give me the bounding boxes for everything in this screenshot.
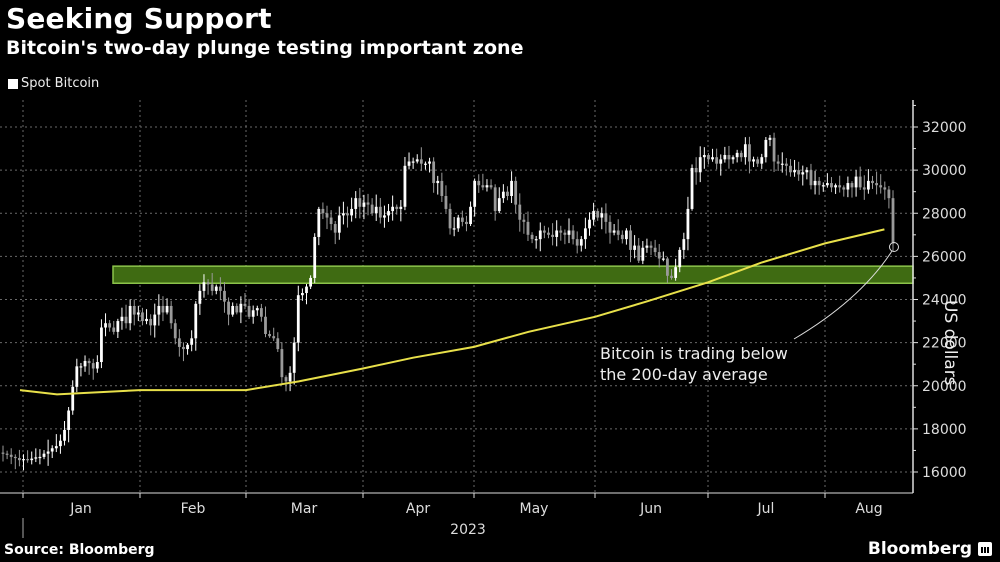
x-tick-label: Mar	[291, 501, 318, 517]
y-tick-label: 16000	[922, 465, 967, 481]
annotation-text: Bitcoin is trading below the 200-day ave…	[600, 343, 788, 385]
brand-text: Bloomberg	[867, 539, 972, 559]
x-tick-label: Apr	[406, 501, 430, 517]
y-axis-title: US dollars	[940, 300, 960, 386]
y-tick-label: 28000	[922, 206, 967, 222]
bloomberg-logo: Bloomberg	[868, 539, 992, 559]
chart-subtitle: Bitcoin's two-day plunge testing importa…	[6, 37, 524, 59]
x-tick-label: Jul	[757, 501, 775, 517]
source-note: Source: Bloomberg	[4, 542, 155, 558]
x-tick-label: May	[520, 501, 549, 517]
y-tick-label: 30000	[922, 163, 967, 179]
y-tick-label: 18000	[922, 422, 967, 438]
y-tick-label: 24000	[922, 293, 967, 309]
legend: Spot Bitcoin	[8, 76, 99, 91]
x-tick-label: Jun	[639, 501, 662, 517]
y-tick-label: 22000	[922, 336, 967, 352]
x-tick-label: Jan	[69, 501, 92, 517]
gridlines	[0, 100, 913, 493]
annotation-arrow	[793, 250, 893, 340]
y-tick-label: 20000	[922, 379, 967, 395]
annotation-marker-circle	[889, 242, 899, 252]
candlestick-series	[1, 132, 895, 471]
annotation-line-1: Bitcoin is trading below	[600, 344, 788, 363]
axes: 16000 18000 20000 22000 24000 26000 28000 30000…	[0, 100, 967, 538]
square-swatch-icon	[8, 78, 18, 89]
moving-average-line	[19, 228, 885, 396]
x-tick-label: Aug	[855, 501, 882, 517]
y-tick-label: 26000	[922, 249, 967, 265]
chart-title: Seeking Support	[6, 2, 272, 35]
support-zone	[112, 265, 914, 284]
x-year-label: 2023	[450, 522, 486, 538]
x-tick-label: Feb	[181, 501, 206, 517]
annotation-line-2: the 200-day average	[600, 365, 768, 384]
bloomberg-chart-icon	[978, 542, 992, 556]
y-tick-label: 32000	[922, 120, 967, 136]
legend-label-spot-bitcoin: Spot Bitcoin	[21, 76, 100, 91]
